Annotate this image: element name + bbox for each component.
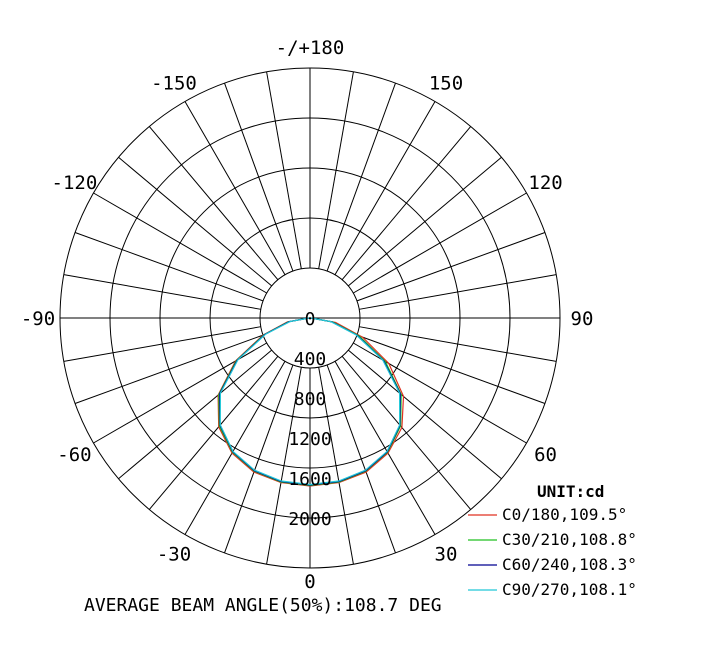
- angle-label: -60: [57, 444, 91, 466]
- polar-grid-spokes: [60, 68, 560, 568]
- legend-entry: C60/240,108.3°: [502, 555, 637, 574]
- grid-spoke: [347, 156, 502, 287]
- grid-spoke: [184, 101, 286, 275]
- radial-label: 800: [294, 389, 327, 410]
- unit-label: UNIT:cd: [537, 482, 604, 501]
- grid-spoke: [184, 361, 286, 535]
- radial-label: 0: [305, 309, 316, 330]
- legend: UNIT:cd C0/180,109.5° C30/210,108.8° C60/2…: [468, 482, 637, 599]
- angle-label: -30: [157, 544, 191, 566]
- radial-label: 1600: [288, 469, 331, 490]
- grid-spoke: [266, 71, 302, 269]
- series-curves: [217, 317, 405, 487]
- legend-entry: C90/270,108.1°: [502, 580, 637, 599]
- angle-label: -/+180: [276, 37, 345, 59]
- grid-spoke: [74, 232, 264, 302]
- angle-label: 150: [429, 72, 463, 94]
- radial-label: 400: [294, 349, 327, 370]
- grid-spoke: [326, 364, 396, 554]
- grid-spoke: [318, 71, 354, 269]
- radial-label: 1200: [288, 429, 331, 450]
- angle-label: 90: [571, 308, 594, 330]
- grid-spoke: [224, 364, 294, 554]
- radial-label: 2000: [288, 509, 331, 530]
- grid-spoke: [318, 367, 354, 565]
- grid-spoke: [63, 326, 261, 362]
- grid-spoke: [341, 126, 472, 281]
- angle-label: -90: [21, 308, 55, 330]
- grid-spoke: [359, 326, 557, 362]
- angle-label: -150: [151, 72, 197, 94]
- grid-spoke: [93, 192, 267, 294]
- grid-spoke: [74, 334, 264, 404]
- angle-label: 0: [304, 571, 315, 593]
- grid-spoke: [334, 101, 436, 275]
- angle-label: -120: [52, 172, 98, 194]
- grid-spoke: [326, 82, 396, 272]
- grid-spoke: [93, 342, 267, 444]
- grid-spoke: [356, 334, 546, 404]
- grid-spoke: [63, 274, 261, 310]
- legend-entry: C0/180,109.5°: [502, 505, 627, 524]
- series-curve-3: [219, 317, 401, 486]
- grid-spoke: [353, 192, 527, 294]
- grid-spoke: [347, 349, 502, 480]
- radial-tick-labels: 0 400 800 1200 1600 2000: [288, 309, 331, 530]
- grid-spoke: [148, 126, 279, 281]
- angle-label: 120: [528, 172, 562, 194]
- grid-spoke: [356, 232, 546, 302]
- grid-spoke: [118, 349, 273, 480]
- beam-angle-footer: AVERAGE BEAM ANGLE(50%):108.7 DEG: [84, 595, 442, 616]
- angle-label: 30: [435, 544, 458, 566]
- angle-label: 60: [534, 444, 557, 466]
- grid-spoke: [353, 342, 527, 444]
- grid-spoke: [334, 361, 436, 535]
- grid-spoke: [224, 82, 294, 272]
- grid-spoke: [359, 274, 557, 310]
- angle-tick-labels: -/+180 150 120 90 60 30 0 -30 -60 -90 -120 -150: [21, 37, 594, 593]
- grid-spoke: [341, 355, 472, 510]
- grid-spoke: [118, 156, 273, 287]
- grid-spoke: [148, 355, 279, 510]
- grid-spoke: [266, 367, 302, 565]
- legend-entry: C30/210,108.8°: [502, 530, 637, 549]
